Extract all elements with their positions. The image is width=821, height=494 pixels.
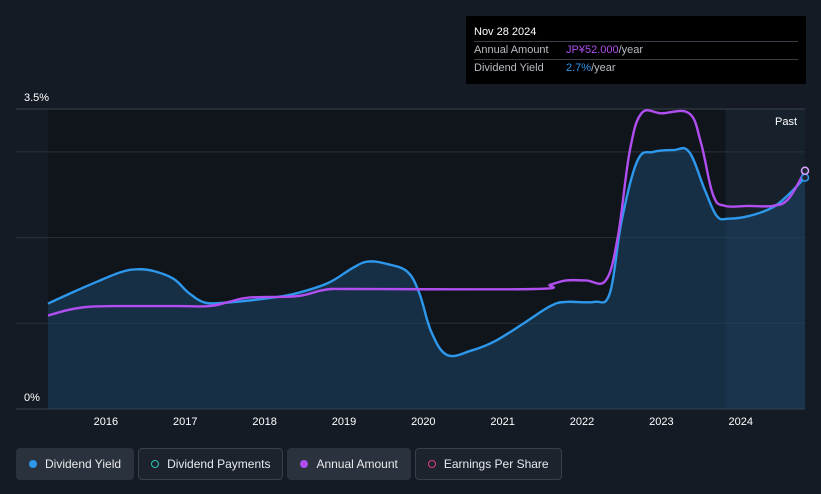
legend-dividend-payments-label: Dividend Payments — [167, 457, 271, 471]
x-tick-label: 2020 — [411, 416, 435, 428]
x-tick-label: 2021 — [490, 416, 514, 428]
tooltip-yield-row: Dividend Yield 2.7% /year — [474, 59, 798, 77]
tooltip-annual-label: Annual Amount — [474, 44, 549, 56]
dividend-yield-area — [48, 148, 805, 409]
dividend-yield-line — [47, 146, 806, 358]
y-tick-min: 0% — [24, 392, 40, 404]
x-tick-label: 2017 — [173, 416, 197, 428]
legend-earnings-per-share-label: Earnings Per Share — [443, 457, 549, 471]
annual-amount-line — [47, 109, 807, 317]
annual-amount-dot-icon — [300, 460, 309, 468]
legend-dividend-payments[interactable]: Dividend Payments — [138, 448, 284, 480]
annual-amount-end-marker — [800, 166, 810, 175]
legend-earnings-per-share[interactable]: Earnings Per Share — [414, 448, 562, 480]
legend-annual-amount[interactable]: Annual Amount — [287, 448, 411, 480]
tooltip-yield-unit: /year — [591, 62, 616, 74]
chart-legend: Dividend Yield Dividend Payments Annual … — [16, 448, 562, 480]
x-tick-label: 2024 — [728, 416, 752, 428]
past-label: Past — [775, 116, 797, 128]
tooltip-date: Nov 28 2024 — [474, 26, 537, 38]
x-tick-label: 2016 — [94, 416, 118, 428]
dividend-yield-dot-icon — [29, 460, 37, 468]
y-tick-max: 3.5% — [24, 92, 49, 104]
dividend-payments-ring-icon — [151, 460, 160, 468]
earnings-per-share-ring-icon — [427, 460, 436, 468]
legend-dividend-yield[interactable]: Dividend Yield — [16, 448, 135, 480]
data-tooltip: Nov 28 2024 Annual Amount JP¥52.000 /yea… — [466, 16, 806, 84]
x-tick-label: 2022 — [570, 416, 594, 428]
legend-annual-amount-label: Annual Amount — [316, 457, 398, 471]
x-tick-label: 2023 — [649, 416, 673, 428]
x-tick-label: 2018 — [252, 416, 276, 428]
legend-dividend-yield-label: Dividend Yield — [45, 457, 122, 471]
tooltip-annual-row: Annual Amount JP¥52.000 /year — [474, 41, 798, 59]
tooltip-annual-unit: /year — [618, 44, 644, 56]
tooltip-annual-value: JP¥52.000 — [566, 44, 619, 56]
tooltip-yield-value: 2.7% — [566, 62, 592, 74]
dividend-yield-end-marker — [800, 173, 810, 182]
tooltip-yield-label: Dividend Yield — [474, 62, 544, 74]
x-tick-label: 2019 — [332, 416, 356, 428]
x-axis-ticks: 2016 2017 2018 2019 2020 2021 2022 2023 2024 — [94, 416, 753, 428]
